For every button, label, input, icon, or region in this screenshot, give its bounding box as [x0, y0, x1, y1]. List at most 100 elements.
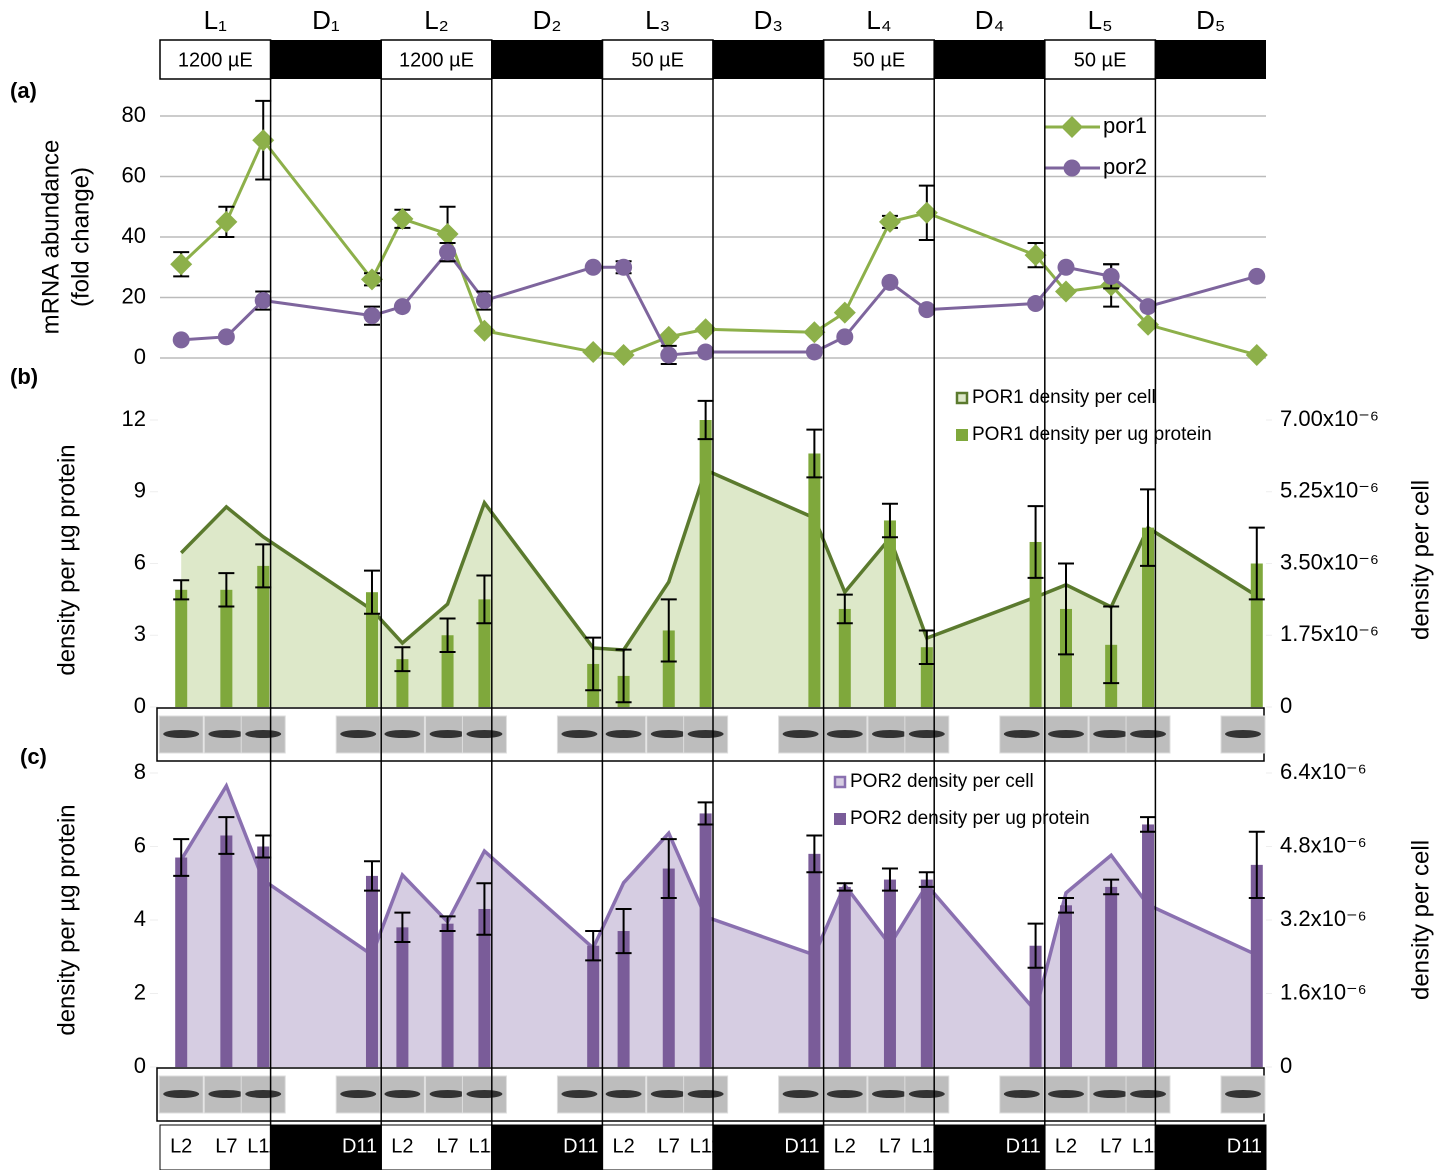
blot-band [872, 730, 908, 738]
y-tick-label: 40 [122, 223, 146, 248]
y2-tick-label: 7.00x10⁻⁶ [1280, 406, 1379, 431]
legend-label: POR1 density per cell [972, 387, 1156, 408]
blot-band [384, 730, 420, 738]
period-label: L₄ [866, 5, 891, 35]
marker [660, 346, 677, 363]
marker [1057, 259, 1074, 276]
bar [1105, 887, 1117, 1067]
blot-band [340, 730, 376, 738]
blot-band [1048, 730, 1084, 738]
y2-tick-label: 1.75x10⁻⁶ [1280, 621, 1379, 646]
marker [836, 328, 853, 345]
panel-label: (b) [10, 364, 38, 389]
marker [918, 301, 935, 318]
blot-band [245, 1090, 281, 1098]
sample-label: L2 [834, 1135, 856, 1157]
marker [1140, 298, 1157, 315]
blot-band [783, 730, 819, 738]
y-axis-title: density per µg protein [53, 444, 80, 675]
y-tick-label: 6 [134, 549, 146, 574]
sample-label: L2 [1055, 1135, 1077, 1157]
blot-band [909, 730, 945, 738]
blot-band [208, 1090, 244, 1098]
bar [1060, 905, 1072, 1067]
bar [366, 876, 378, 1067]
period-label: D₃ [754, 5, 783, 35]
marker [1248, 268, 1265, 285]
period-label: D₂ [533, 5, 562, 35]
blot-band [1048, 1090, 1084, 1098]
series-line [181, 140, 1257, 355]
marker [803, 321, 825, 343]
marker [394, 298, 411, 315]
blot-band [340, 1090, 376, 1098]
panel-label: (a) [10, 78, 37, 103]
sample-label: L11 [690, 1135, 722, 1157]
blot-band [688, 730, 724, 738]
marker [255, 292, 272, 309]
sample-label: L7 [879, 1135, 901, 1157]
blot-band [245, 730, 281, 738]
marker [613, 344, 635, 366]
bar [587, 946, 599, 1067]
blot-band [561, 1090, 597, 1098]
sample-label: L11 [247, 1135, 279, 1157]
blot-band [1093, 1090, 1129, 1098]
blot-band [384, 1090, 420, 1098]
marker [585, 259, 602, 276]
period-label: L₅ [1088, 5, 1113, 35]
bar [220, 835, 232, 1067]
y-tick-label: 20 [122, 283, 146, 308]
legend-swatch [835, 777, 845, 787]
blot-band [1130, 730, 1166, 738]
y-tick-label: 0 [134, 344, 146, 369]
blot-band [909, 1090, 945, 1098]
blot-band [430, 1090, 466, 1098]
y-tick-label: 3 [134, 621, 146, 646]
y2-tick-label: 1.6x10⁻⁶ [1280, 979, 1367, 1004]
y-tick-label: 6 [134, 832, 146, 857]
marker [439, 244, 456, 261]
marker [881, 274, 898, 291]
sample-label: D11 [1227, 1135, 1262, 1157]
bar [808, 453, 820, 707]
bar [700, 420, 712, 707]
blot-band [430, 730, 466, 738]
blot-band [208, 730, 244, 738]
marker [879, 211, 901, 233]
blot-band [1093, 730, 1129, 738]
y2-tick-label: 0 [1280, 1053, 1292, 1078]
blot-band [1004, 1090, 1040, 1098]
period-label: D₅ [1196, 5, 1225, 35]
marker [218, 328, 235, 345]
y2-axis-title: density per cell [1407, 480, 1434, 640]
y-tick-label: 8 [134, 759, 146, 784]
y2-tick-label: 3.50x10⁻⁶ [1280, 549, 1379, 574]
series-line [181, 252, 1257, 355]
marker [476, 292, 493, 309]
period-label: L₂ [424, 5, 449, 35]
blot-band [1130, 1090, 1166, 1098]
bar [921, 880, 933, 1067]
y-axis-title: (fold change) [67, 167, 94, 307]
marker [437, 223, 459, 245]
sample-label: D11 [342, 1135, 377, 1157]
blot-band [872, 1090, 908, 1098]
marker [834, 302, 856, 324]
blot-band [1004, 730, 1040, 738]
period-label: L₁ [204, 5, 227, 35]
sample-label: L11 [468, 1135, 500, 1157]
bar [839, 887, 851, 1067]
light-intensity: 1200 µE [178, 49, 253, 71]
legend-label: por1 [1103, 113, 1147, 138]
sample-label: L7 [1100, 1135, 1122, 1157]
sample-label: L11 [911, 1135, 943, 1157]
dark-box [934, 40, 1045, 79]
bar [257, 847, 269, 1068]
sample-label: L7 [658, 1135, 680, 1157]
blot-band [651, 1090, 687, 1098]
y-tick-label: 0 [134, 693, 146, 718]
bar [884, 880, 896, 1067]
dark-box [492, 40, 603, 79]
marker [1246, 344, 1268, 366]
